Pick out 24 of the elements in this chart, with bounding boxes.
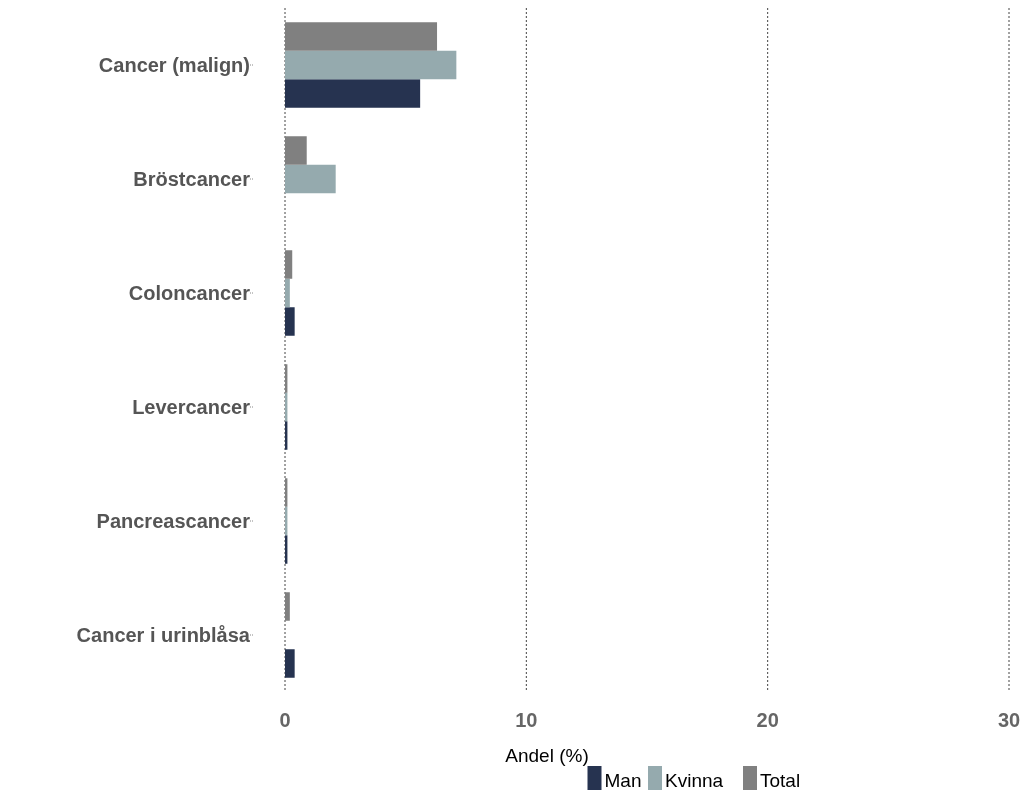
y-tick-label: Cancer i urinblåsa [76,624,251,646]
bar [285,649,295,678]
y-tick-label: Cancer (malign) [98,54,250,76]
bar [285,22,438,51]
y-tick-label: Bröstcancer [133,168,251,190]
legend-label: Kvinna [665,770,724,791]
bar [285,278,290,308]
bar [285,79,421,108]
bar [285,592,290,621]
bar [285,136,307,165]
y-tick-label: Levercancer [132,396,251,418]
x-tick-label: 10 [515,709,538,731]
x-tick-label: 30 [997,709,1021,731]
x-axis-title: Andel (%) [505,745,589,766]
legend-label: Man [604,770,642,791]
y-tick-label: Pancreascancer [96,510,251,532]
bar [285,250,293,279]
bar [285,50,457,80]
bar [285,307,295,336]
x-tick-label: 0 [279,709,291,731]
x-tick-label: 20 [756,709,779,731]
y-tick-label: Coloncancer [128,282,251,304]
legend-label: Total [760,770,801,791]
bar [285,164,336,194]
